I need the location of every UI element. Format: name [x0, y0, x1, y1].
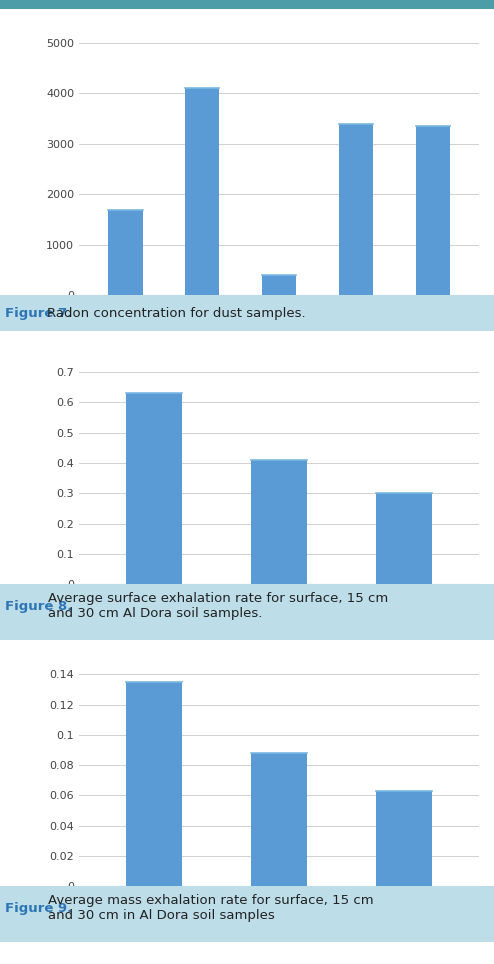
Text: Average mass exhalation rate for surface, 15 cm
and 30 cm in Al Dora soil sample: Average mass exhalation rate for surface…	[48, 895, 374, 923]
Bar	[251, 753, 307, 886]
Bar	[376, 494, 432, 584]
Text: Figure 9.: Figure 9.	[5, 902, 72, 915]
Text: Average surface exhalation rate for surface, 15 cm
and 30 cm Al Dora soil sample: Average surface exhalation rate for surf…	[48, 593, 389, 621]
Bar	[251, 460, 307, 584]
Bar	[185, 89, 219, 295]
Bar	[415, 126, 451, 295]
Bar	[262, 276, 296, 295]
Bar	[126, 393, 182, 584]
Bar	[339, 123, 373, 295]
Bar	[108, 209, 143, 295]
Text: Radon concentration for dust samples.: Radon concentration for dust samples.	[47, 307, 306, 320]
Bar	[376, 790, 432, 886]
Bar	[126, 682, 182, 886]
Text: Figure 8.: Figure 8.	[5, 600, 72, 613]
Text: Figure 7.: Figure 7.	[5, 307, 72, 320]
